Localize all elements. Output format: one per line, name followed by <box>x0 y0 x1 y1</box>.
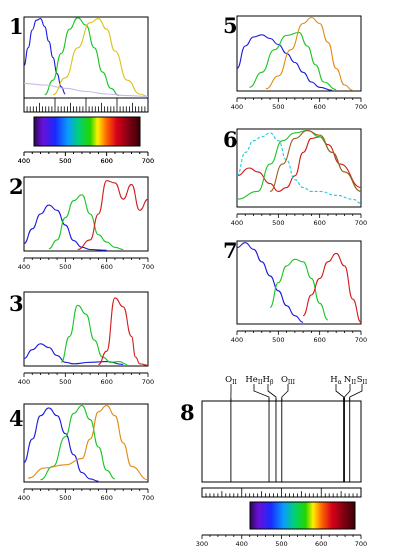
series-line-green-panel-7 <box>269 258 329 321</box>
line-label-8: Hα <box>330 375 341 386</box>
line-leader-8 <box>267 384 277 401</box>
series-line-red-panel-7 <box>302 252 362 323</box>
tick-label-8: 700 <box>355 540 367 548</box>
series-line-blue-panel-1 <box>23 18 66 95</box>
panel-number-3: 3 <box>9 291 24 316</box>
panel-number-6: 6 <box>223 127 238 152</box>
tick-label-4: 500 <box>59 494 71 502</box>
panel-number-5: 5 <box>223 13 238 38</box>
plot-frame-2 <box>23 176 149 252</box>
series-line-green-panel-4 <box>40 405 116 481</box>
tick-label-7: 700 <box>355 336 367 344</box>
panel-number-8: 8 <box>180 400 195 425</box>
tick-label-5: 700 <box>355 103 367 111</box>
line-label-8: OIII <box>281 375 296 386</box>
tick-label-5: 500 <box>272 103 284 111</box>
series-line-yellow-panel-1 <box>52 18 149 97</box>
tick-label-4: 700 <box>142 494 154 502</box>
tick-label-1-bar: 700 <box>142 157 154 165</box>
series-line-green-panel-5 <box>249 31 337 91</box>
plot-frame-4 <box>23 403 149 483</box>
plot-frame-7 <box>236 240 362 325</box>
tick-label-2: 600 <box>100 263 112 271</box>
series-line-orange-panel-4 <box>28 405 149 481</box>
spectrum-bar-1 <box>33 116 141 147</box>
tick-label-7: 600 <box>313 336 325 344</box>
tick-label-3: 500 <box>59 378 71 386</box>
line-label-8: HeII <box>245 375 263 386</box>
line-label-8: OII <box>225 375 237 386</box>
series-line-red-panel-3 <box>98 297 149 366</box>
tick-label-8: 400 <box>236 540 248 548</box>
tick-label-1-bar: 500 <box>59 157 71 165</box>
tick-label-6: 500 <box>272 219 284 227</box>
tick-label-5: 600 <box>313 103 325 111</box>
series-line-blue-panel-2 <box>23 204 107 251</box>
tick-label-6: 400 <box>231 219 243 227</box>
tick-label-3: 400 <box>18 378 30 386</box>
panel-number-7: 7 <box>223 238 238 263</box>
tick-label-8: 600 <box>315 540 327 548</box>
line-leader-8 <box>349 384 363 401</box>
tick-label-6: 600 <box>313 219 325 227</box>
tick-label-5: 400 <box>231 103 243 111</box>
series-line-cyan-panel-6 <box>236 132 362 204</box>
series-line-orange-panel-5 <box>265 16 353 91</box>
line-leader-8 <box>344 384 351 401</box>
line-leader-8 <box>253 384 270 401</box>
panel-number-2: 2 <box>9 174 24 199</box>
tick-label-1: 600 <box>100 157 112 165</box>
tick-label-1-bar: 600 <box>100 157 112 165</box>
tick-label-7: 400 <box>231 336 243 344</box>
tick-label-2: 400 <box>18 263 30 271</box>
series-line-violet-panel-1 <box>23 82 149 97</box>
tick-label-2: 700 <box>142 263 154 271</box>
spectrum-bar-8 <box>249 501 356 530</box>
series-line-blue-panel-3 <box>23 343 124 366</box>
series-line-brown-panel-6 <box>269 130 362 192</box>
line-leader-8 <box>281 384 289 401</box>
tick-label-1: 700 <box>142 157 154 165</box>
tick-label-4: 400 <box>18 494 30 502</box>
tick-label-6: 700 <box>355 219 367 227</box>
tick-label-2: 500 <box>59 263 71 271</box>
tick-label-8: 500 <box>275 540 287 548</box>
tick-label-3: 600 <box>100 378 112 386</box>
series-line-blue-panel-4 <box>23 407 99 482</box>
panel-number-1: 1 <box>9 14 24 39</box>
tick-label-1-bar: 400 <box>18 157 30 165</box>
panel-number-4: 4 <box>9 406 24 431</box>
tick-label-8: 300 <box>196 540 208 548</box>
series-line-blue-panel-5 <box>236 34 333 91</box>
series-line-green-panel-1 <box>44 17 120 97</box>
series-line-red-panel-6 <box>236 136 362 192</box>
line-leader-8 <box>335 384 345 401</box>
series-line-red-panel-2 <box>77 180 149 251</box>
line-label-8: NII <box>344 375 357 386</box>
tick-label-7: 500 <box>272 336 284 344</box>
line-label-8: SII <box>357 375 368 386</box>
tick-label-3: 700 <box>142 378 154 386</box>
series-line-blue-panel-7 <box>236 242 304 323</box>
line-label-8: Hβ <box>263 375 274 386</box>
series-line-green-panel-3 <box>60 304 128 366</box>
plot-frame-3 <box>23 291 149 367</box>
tick-label-1: 400 <box>18 157 30 165</box>
series-line-green-panel-2 <box>48 194 124 251</box>
tick-label-1: 500 <box>59 157 71 165</box>
tick-label-4: 600 <box>100 494 112 502</box>
